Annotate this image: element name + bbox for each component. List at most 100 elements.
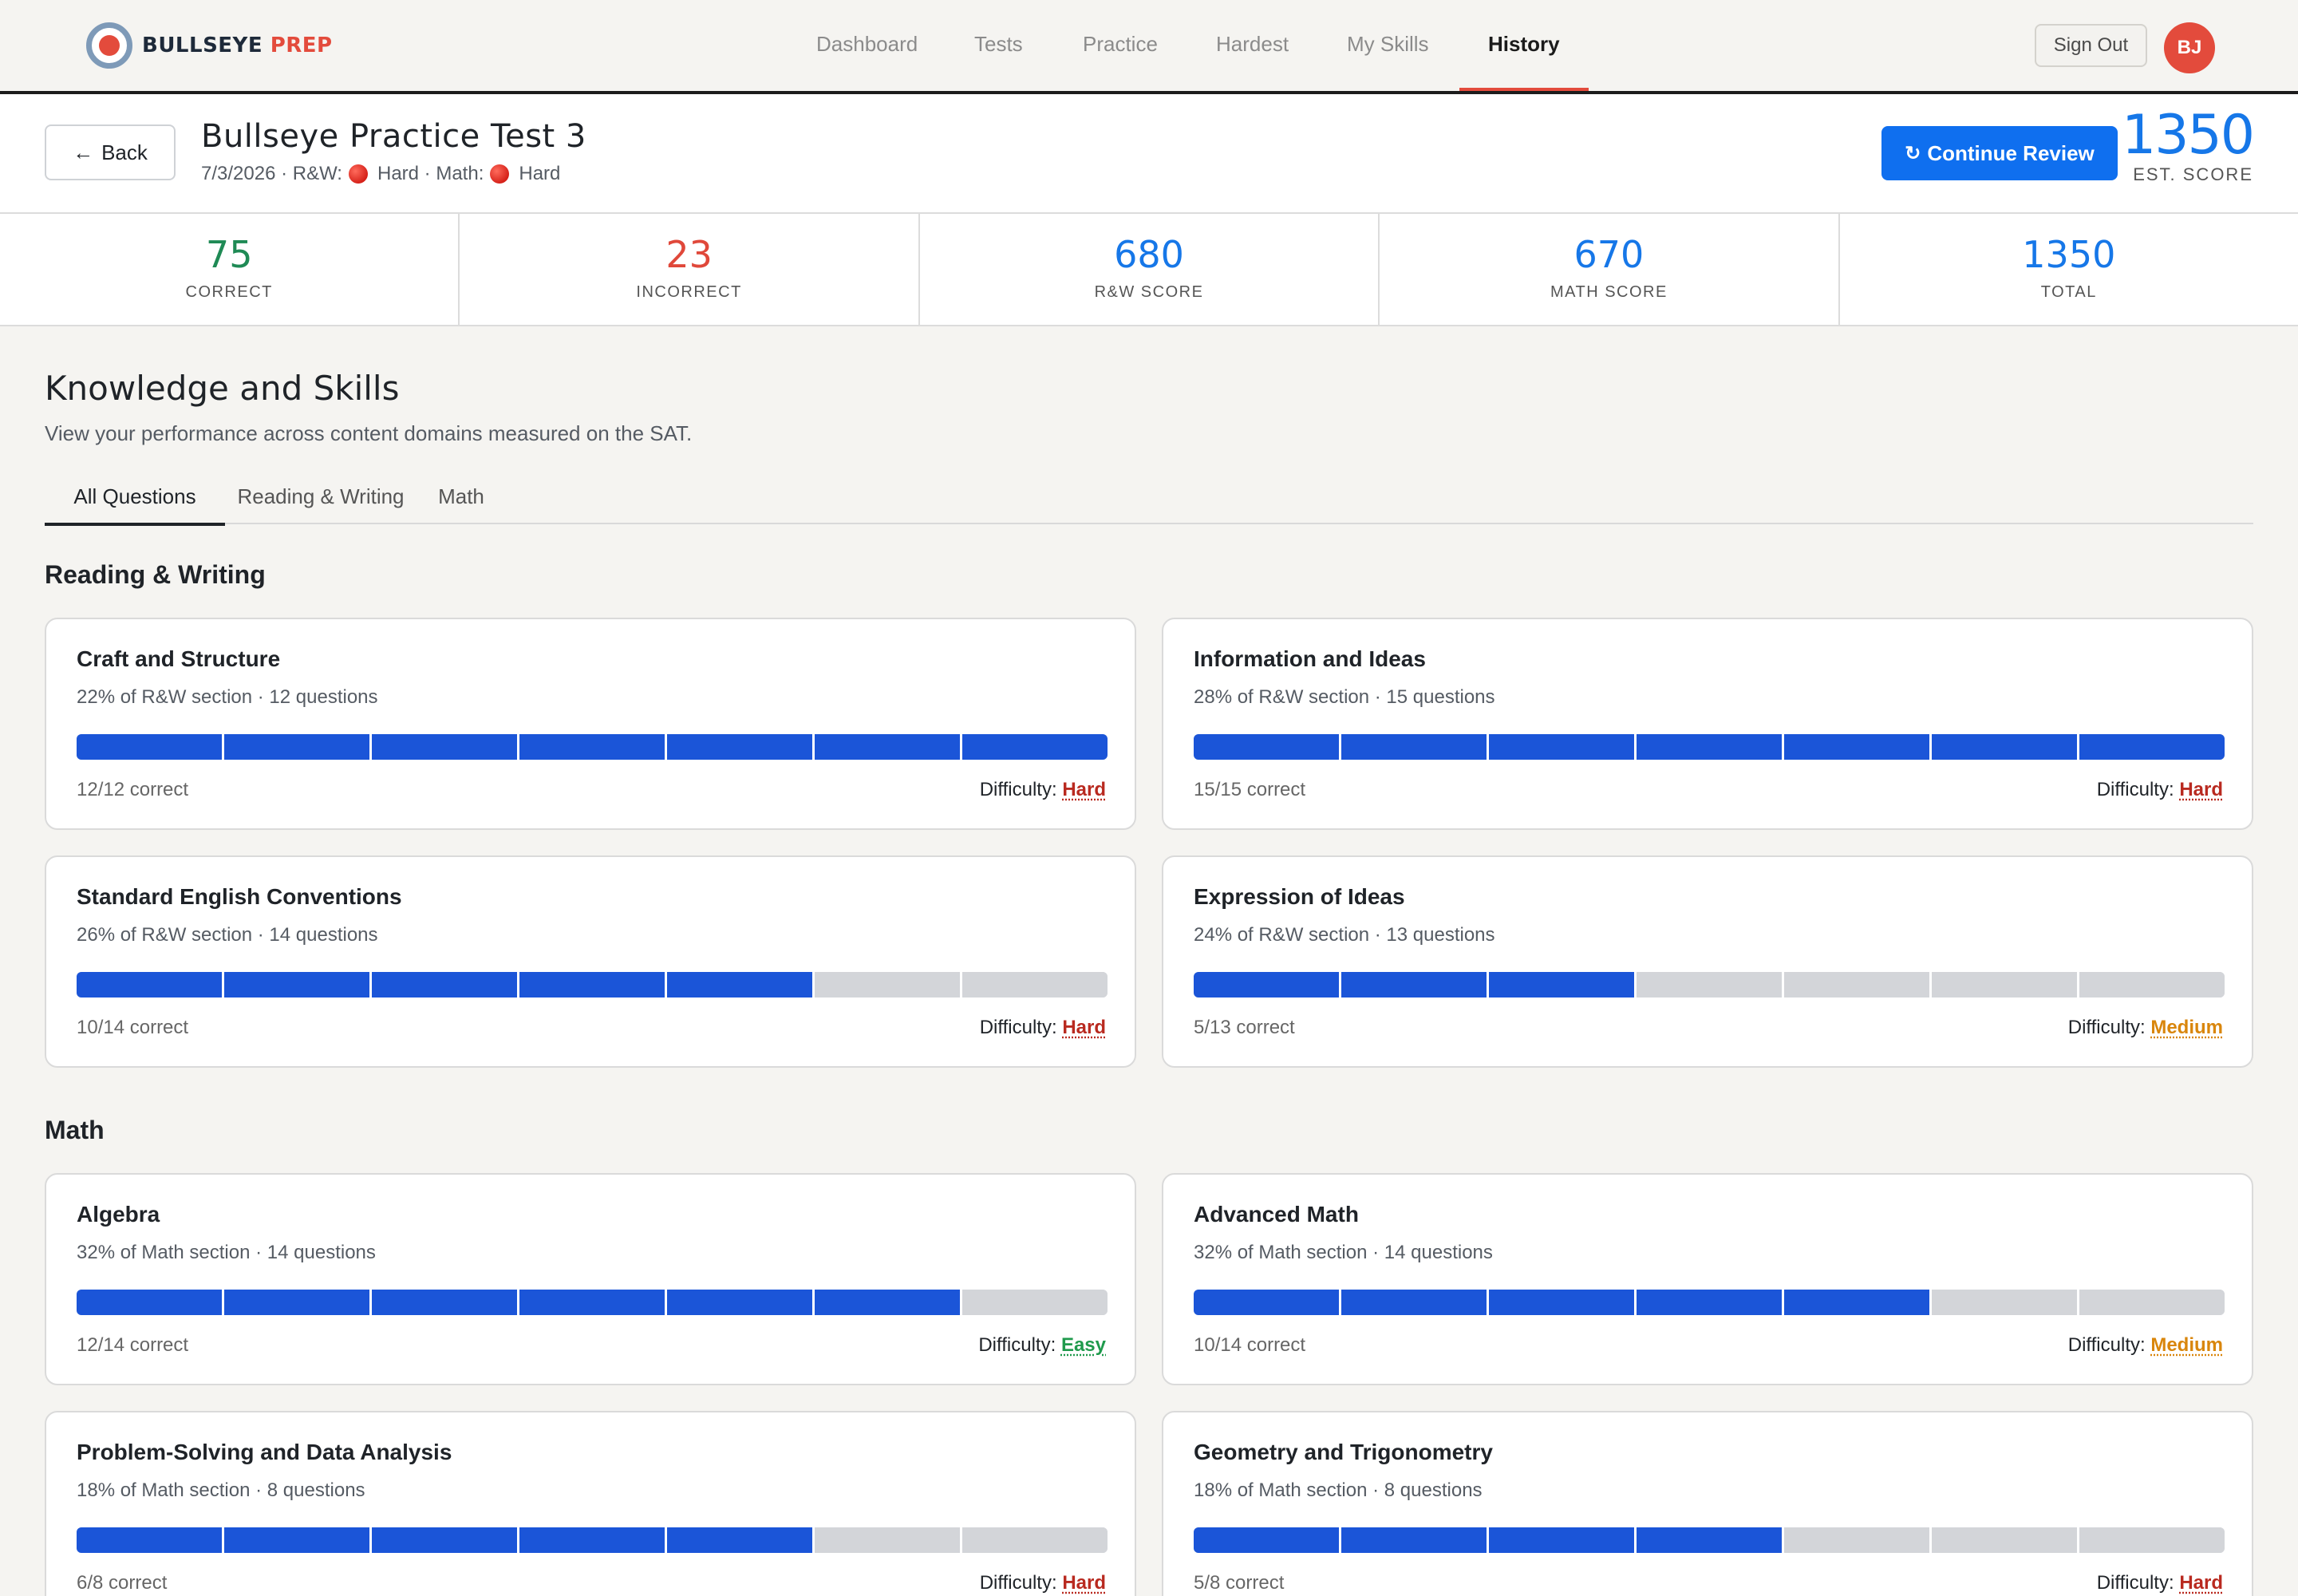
skill-difficulty: Difficulty: Medium xyxy=(2068,1334,2223,1357)
skill-card-title: Standard English Conventions xyxy=(77,884,402,909)
skill-card-title: Information and Ideas xyxy=(1194,646,1426,671)
test-meta: 7/3/2026 · R&W: Hard · Math: Hard xyxy=(201,163,561,184)
est-score-label: EST. SCORE xyxy=(2133,164,2253,184)
skill-card-title: Geometry and Trigonometry xyxy=(1194,1440,1493,1464)
skills-tabs: All Questions Reading & Writing Math xyxy=(45,467,2253,526)
skill-card[interactable]: Information and Ideas 28% of R&W section … xyxy=(1162,618,2253,830)
nav-link-my-skills[interactable]: My Skills xyxy=(1347,32,1429,56)
skill-progress-bar xyxy=(77,1290,1108,1315)
progress-segment xyxy=(1341,972,1489,998)
progress-segment xyxy=(1341,1527,1489,1553)
difficulty-value[interactable]: Easy xyxy=(1060,1334,1106,1356)
difficulty-label: Difficulty: xyxy=(2067,1017,2146,1038)
progress-segment xyxy=(667,734,815,760)
skill-card[interactable]: Algebra 32% of Math section · 14 question… xyxy=(45,1173,1136,1385)
difficulty-value[interactable]: Hard xyxy=(2179,1572,2223,1594)
nav-link-hardest[interactable]: Hardest xyxy=(1216,32,1289,56)
refresh-icon: ↻ xyxy=(1905,142,1921,164)
skill-card[interactable]: Standard English Conventions 26% of R&W s… xyxy=(45,855,1136,1068)
progress-segment xyxy=(962,972,1108,998)
skill-progress-bar xyxy=(77,734,1108,760)
nav-link-tests[interactable]: Tests xyxy=(974,32,1023,56)
skill-correct-count: 12/12 correct xyxy=(77,779,189,800)
skill-card-subtitle: 18% of Math section · 8 questions xyxy=(77,1479,365,1501)
skill-card-title: Advanced Math xyxy=(1194,1202,1359,1227)
difficulty-label: Difficulty: xyxy=(2096,1572,2174,1594)
progress-segment xyxy=(224,1527,372,1553)
skills-subtitle: View your performance across content dom… xyxy=(45,421,693,445)
progress-segment xyxy=(224,1290,372,1315)
est-score: 1350 EST. SCORE xyxy=(2122,109,2255,185)
progress-segment xyxy=(2079,972,2225,998)
progress-segment xyxy=(372,972,519,998)
test-header: ← Back Bullseye Practice Test 3 7/3/2026… xyxy=(0,94,2298,212)
progress-segment xyxy=(815,1527,962,1553)
stat-label: CORRECT xyxy=(185,283,273,302)
stat-value: 23 xyxy=(665,233,713,276)
stat-total: 1350 TOTAL xyxy=(1840,214,2298,325)
progress-segment xyxy=(372,734,519,760)
progress-segment xyxy=(1784,1290,1932,1315)
score-stats: 75 CORRECT 23 INCORRECT 680 R&W SCORE 67… xyxy=(0,212,2298,326)
skill-card-title: Craft and Structure xyxy=(77,646,281,671)
back-button-label: Back xyxy=(101,140,148,164)
skill-card[interactable]: Expression of Ideas 24% of R&W section · … xyxy=(1162,855,2253,1068)
nav-link-practice[interactable]: Practice xyxy=(1083,32,1158,56)
stat-label: MATH SCORE xyxy=(1550,283,1668,302)
progress-segment xyxy=(1637,734,1784,760)
tab-all-questions[interactable]: All Questions xyxy=(45,467,225,526)
stat-value: 75 xyxy=(205,233,253,276)
tab-reading-writing[interactable]: Reading & Writing xyxy=(237,484,405,508)
progress-segment xyxy=(815,1290,962,1315)
difficulty-value[interactable]: Medium xyxy=(2150,1334,2223,1356)
skill-progress-bar xyxy=(77,1527,1108,1553)
skill-card[interactable]: Advanced Math 32% of Math section · 14 qu… xyxy=(1162,1173,2253,1385)
difficulty-dot-icon xyxy=(490,164,510,184)
stat-rw-score: 680 R&W SCORE xyxy=(920,214,1380,325)
progress-segment xyxy=(519,1527,667,1553)
progress-segment xyxy=(815,734,962,760)
back-button[interactable]: ← Back xyxy=(45,124,176,180)
skill-correct-count: 10/14 correct xyxy=(77,1017,189,1038)
progress-segment xyxy=(1194,972,1341,998)
progress-segment xyxy=(1489,734,1637,760)
skill-card-title: Algebra xyxy=(77,1202,160,1227)
nav-links: Dashboard Tests Practice Hardest My Skil… xyxy=(0,0,2298,91)
brand-logo[interactable]: BULLSEYE PREP xyxy=(86,22,333,69)
skill-correct-count: 5/8 correct xyxy=(1194,1572,1285,1594)
difficulty-value[interactable]: Medium xyxy=(2150,1017,2223,1038)
avatar[interactable]: BJ xyxy=(2164,22,2215,73)
progress-segment xyxy=(1341,1290,1489,1315)
continue-review-button[interactable]: ↻ Continue Review xyxy=(1881,126,2118,180)
section-heading-math: Math xyxy=(45,1116,105,1144)
difficulty-value[interactable]: Hard xyxy=(1062,1572,1106,1594)
progress-segment xyxy=(1932,972,2079,998)
progress-segment xyxy=(667,1290,815,1315)
skill-card-subtitle: 22% of R&W section · 12 questions xyxy=(77,686,378,708)
skill-card-subtitle: 26% of R&W section · 14 questions xyxy=(77,924,378,946)
nav-link-history[interactable]: History xyxy=(1459,0,1588,91)
continue-review-label: Continue Review xyxy=(1927,140,2095,165)
stat-value: 1350 xyxy=(2022,233,2116,276)
skill-progress-bar xyxy=(1194,734,2225,760)
nav-link-dashboard[interactable]: Dashboard xyxy=(816,32,918,56)
difficulty-value[interactable]: Hard xyxy=(1062,779,1106,800)
skill-card[interactable]: Problem-Solving and Data Analysis 18% of … xyxy=(45,1411,1136,1596)
skill-card-subtitle: 24% of R&W section · 13 questions xyxy=(1194,924,1495,946)
difficulty-value[interactable]: Hard xyxy=(1062,1017,1106,1038)
progress-segment xyxy=(1637,972,1784,998)
rw-difficulty: Hard xyxy=(377,163,420,184)
difficulty-value[interactable]: Hard xyxy=(2179,779,2223,800)
sign-out-button[interactable]: Sign Out xyxy=(2035,24,2147,67)
tab-math[interactable]: Math xyxy=(438,484,484,508)
progress-segment xyxy=(815,972,962,998)
progress-segment xyxy=(519,972,667,998)
skill-card[interactable]: Geometry and Trigonometry 18% of Math sec… xyxy=(1162,1411,2253,1596)
skill-card[interactable]: Craft and Structure 22% of R&W section · … xyxy=(45,618,1136,830)
arrow-left-icon: ← xyxy=(73,140,94,164)
skill-difficulty: Difficulty: Hard xyxy=(2097,1572,2223,1594)
bullseye-icon xyxy=(86,22,132,69)
progress-segment xyxy=(1341,734,1489,760)
skill-difficulty: Difficulty: Hard xyxy=(2097,779,2223,801)
progress-segment xyxy=(224,734,372,760)
